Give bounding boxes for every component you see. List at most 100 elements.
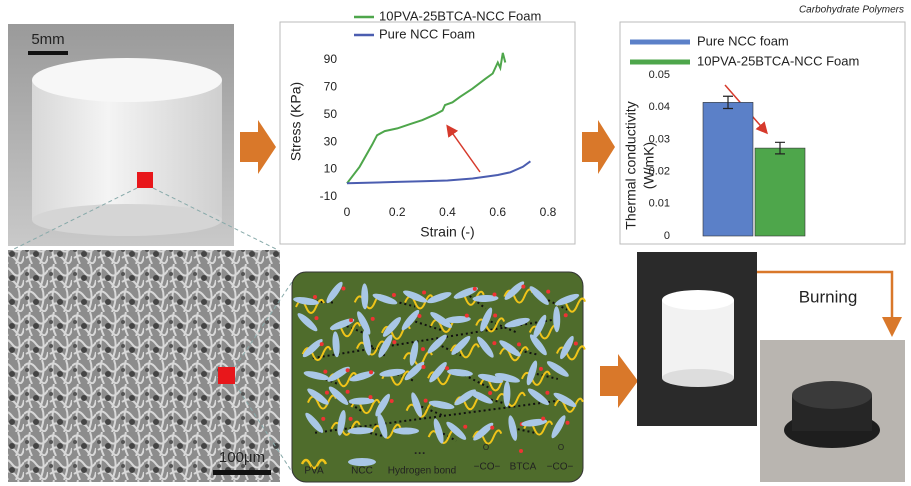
legend-hbond-icon: ··· — [414, 446, 426, 460]
page: { "header": {"journal": "Carbohydrate Po… — [0, 0, 911, 486]
btca-link — [493, 314, 497, 318]
x-tick-label: 0 — [344, 205, 351, 219]
foam-base — [32, 204, 222, 236]
y-axis-label: Stress (KPa) — [288, 82, 304, 161]
y-tick-label: 10 — [324, 162, 338, 176]
y-tick-label: 0.04 — [649, 101, 670, 113]
btca-link — [564, 313, 568, 317]
sem-texture — [8, 250, 280, 482]
x-tick-label: 0.2 — [389, 205, 406, 219]
y-tick-label: -10 — [320, 189, 338, 203]
btca-link — [492, 341, 496, 345]
x-tick-label: 0.8 — [540, 205, 557, 219]
btca-link — [349, 318, 353, 322]
btca-link — [321, 417, 325, 421]
scale-label: 100μm — [219, 449, 265, 466]
formula-part: BTCA — [510, 462, 537, 473]
sample-marker — [218, 367, 235, 384]
x-tick-label: 0.4 — [439, 205, 456, 219]
btca-link — [566, 421, 570, 425]
foam-top — [32, 58, 222, 102]
ncc-rod — [393, 427, 419, 434]
btca-link — [371, 317, 375, 321]
formula-part: −CO− — [474, 462, 501, 473]
foam-base — [662, 369, 734, 387]
btca-link — [392, 293, 396, 297]
journal-name: Carbohydrate Polymers — [799, 5, 904, 16]
bar — [755, 148, 805, 236]
btca-link — [314, 316, 318, 320]
btca-link — [541, 417, 545, 421]
btca-link — [521, 285, 525, 289]
btca-link — [492, 292, 496, 296]
btca-link — [545, 391, 549, 395]
legend-link-icon — [519, 449, 523, 453]
legend-label: NCC — [351, 466, 373, 477]
btca-link — [368, 395, 372, 399]
y-tick-label: 0.01 — [649, 198, 670, 210]
legend-label: 10PVA-25BTCA-NCC Foam — [379, 8, 541, 23]
btca-link — [473, 287, 477, 291]
y-axis-label: Thermal conductivity — [623, 101, 639, 229]
btca-link — [424, 399, 428, 403]
btca-link — [417, 314, 421, 318]
btca-link — [392, 340, 396, 344]
btca-link — [421, 365, 425, 369]
legend-label: Pure NCC foam — [697, 33, 789, 48]
y-tick-label: 30 — [324, 134, 338, 148]
btca-link — [490, 426, 494, 430]
btca-link — [574, 341, 578, 345]
foam — [662, 300, 734, 378]
y-axis-label: (W/mK) — [641, 142, 657, 189]
y-tick-label: 0 — [664, 230, 670, 242]
btca-link — [463, 425, 467, 429]
sample-marker — [137, 172, 153, 188]
formula-oxygen: O — [483, 443, 489, 452]
legend-label: PVA — [304, 466, 324, 477]
btca-link — [349, 417, 353, 421]
btca-link — [320, 342, 324, 346]
btca-link — [323, 370, 327, 374]
scale-label: 5mm — [31, 31, 64, 48]
char-top — [792, 381, 872, 409]
btca-link — [313, 295, 317, 299]
flow-arrow — [582, 120, 615, 174]
y-tick-label: 90 — [324, 52, 338, 66]
burning-label: Burning — [799, 287, 858, 306]
btca-link — [422, 291, 426, 295]
flow-arrow — [240, 120, 276, 174]
btca-link — [546, 290, 550, 294]
btca-link — [369, 370, 373, 374]
foam-before-burning — [637, 252, 757, 426]
formula-part: −CO− — [547, 462, 574, 473]
foam-after-burning — [760, 340, 905, 482]
foam-top — [662, 290, 734, 310]
formula-oxygen: O — [558, 443, 564, 452]
btca-link — [517, 342, 521, 346]
btca-link — [346, 368, 350, 372]
graphical-abstract: Carbohydrate Polymers 5mm 100μm PVA NCC … — [0, 0, 911, 486]
bar — [703, 102, 753, 236]
flow-arrow — [600, 354, 638, 408]
sem-image: 100μm — [8, 250, 280, 482]
btca-link — [325, 391, 329, 395]
btca-link — [539, 367, 543, 371]
btca-link — [390, 399, 394, 403]
x-axis-label: Strain (-) — [420, 224, 474, 240]
legend-label: Hydrogen bond — [388, 466, 456, 477]
btca-link — [346, 390, 350, 394]
legend-label: Pure NCC Foam — [379, 26, 475, 41]
btca-link — [341, 287, 345, 291]
btca-link — [421, 347, 425, 351]
legend-label: 10PVA-25BTCA-NCC Foam — [697, 53, 859, 68]
scale-bar — [28, 51, 68, 55]
y-tick-label: 70 — [324, 79, 338, 93]
scale-bar — [213, 470, 271, 475]
x-tick-label: 0.6 — [489, 205, 506, 219]
y-tick-label: 0.05 — [649, 69, 670, 81]
btca-link — [445, 366, 449, 370]
btca-link — [488, 391, 492, 395]
btca-link — [465, 314, 469, 318]
foam-photo: 5mm — [8, 24, 234, 246]
y-tick-label: 50 — [324, 107, 338, 121]
